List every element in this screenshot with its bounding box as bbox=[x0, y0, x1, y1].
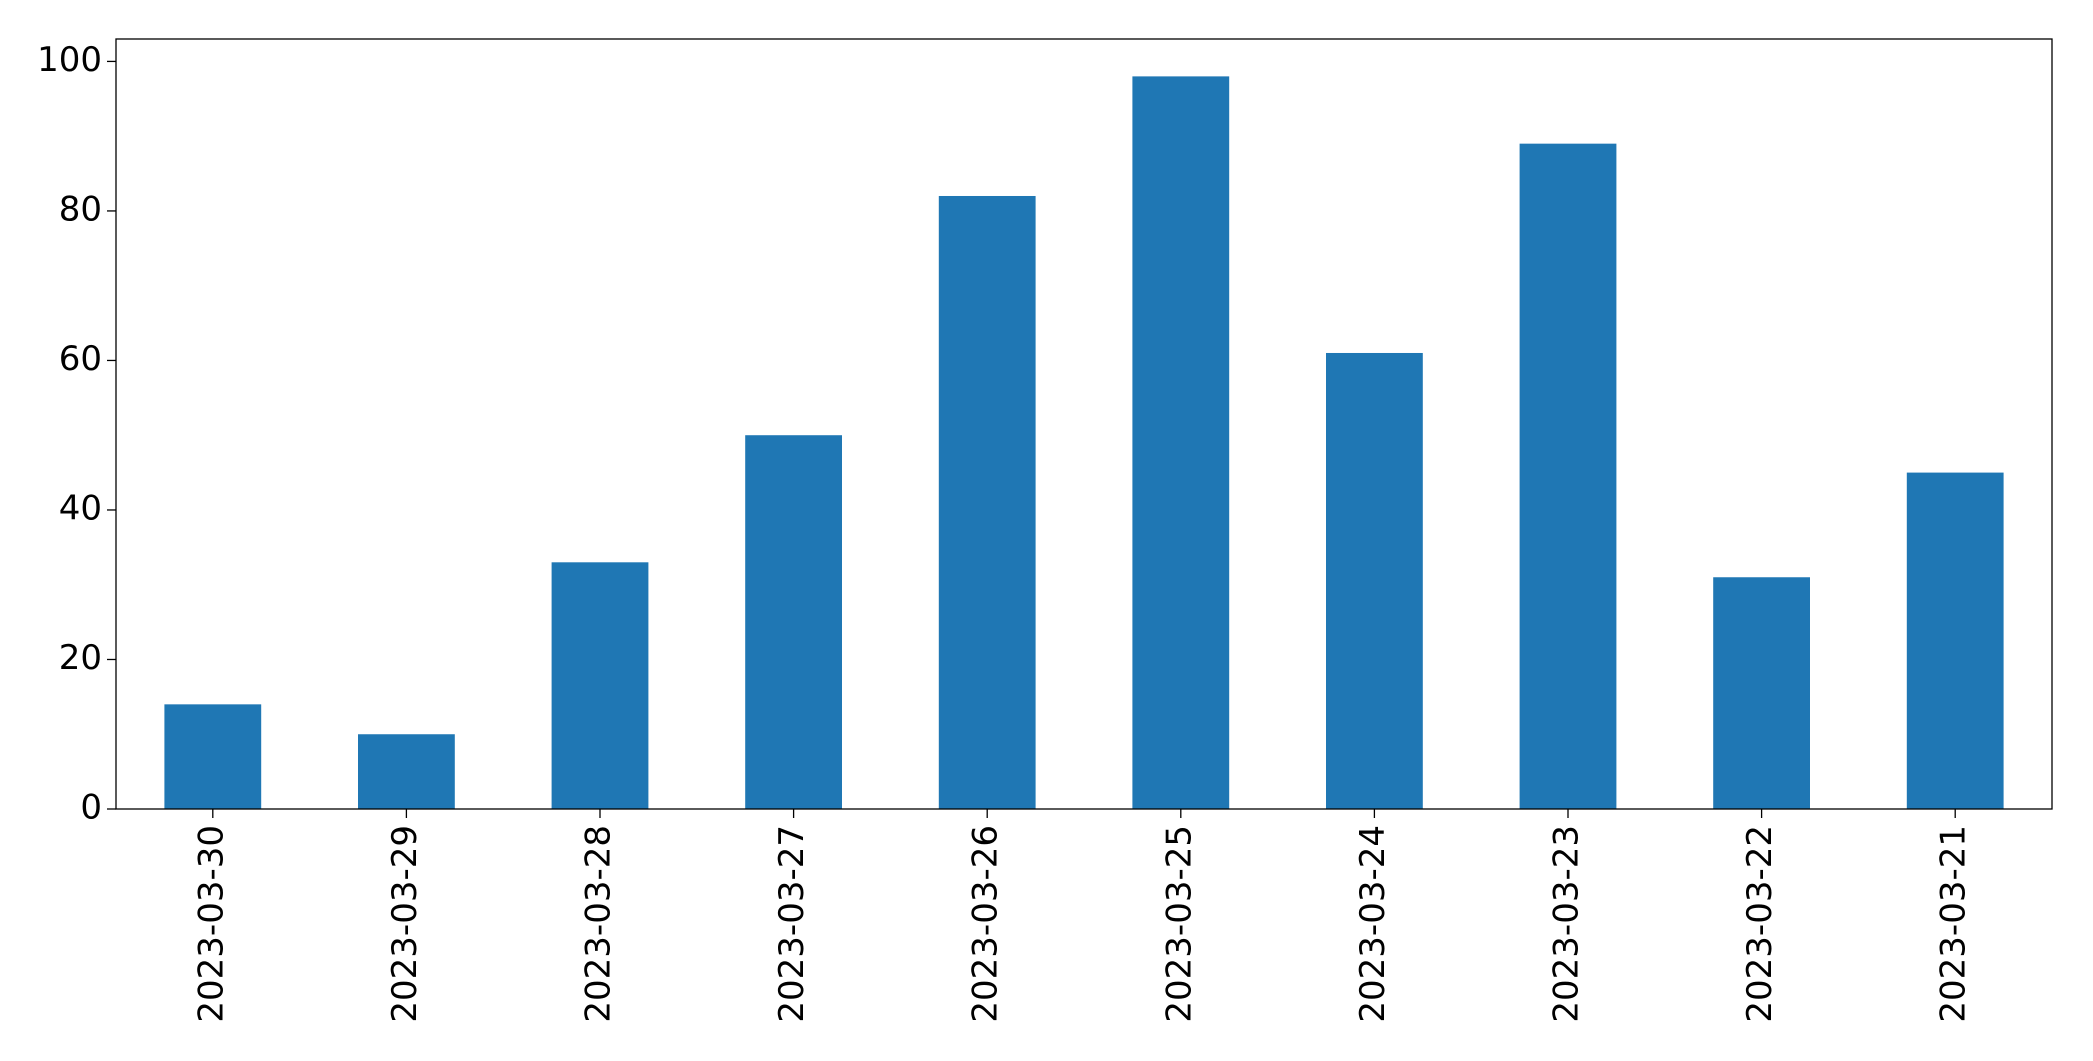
x-tick-label: 2023-03-24 bbox=[1353, 825, 1393, 1023]
bar bbox=[1906, 472, 2004, 809]
bar bbox=[164, 704, 262, 809]
bar bbox=[1132, 76, 1230, 809]
x-tick-label: 2023-03-21 bbox=[1934, 825, 1974, 1023]
y-tick-label: 60 bbox=[59, 339, 102, 379]
bar bbox=[745, 435, 842, 809]
bar bbox=[1713, 577, 1810, 809]
x-tick-label: 2023-03-27 bbox=[772, 825, 812, 1023]
x-tick-label: 2023-03-23 bbox=[1547, 825, 1587, 1023]
x-tick-label: 2023-03-30 bbox=[191, 825, 231, 1023]
x-tick-label: 2023-03-26 bbox=[966, 825, 1006, 1023]
bar bbox=[1326, 352, 1423, 809]
x-tick-label: 2023-03-28 bbox=[579, 825, 619, 1023]
bar bbox=[938, 195, 1036, 809]
x-tick-label: 2023-03-29 bbox=[385, 825, 425, 1023]
y-tick-label: 40 bbox=[59, 488, 102, 528]
bar bbox=[1519, 143, 1617, 810]
x-tick-label: 2023-03-22 bbox=[1740, 825, 1780, 1023]
bar bbox=[551, 562, 649, 809]
bar bbox=[358, 734, 455, 809]
y-tick-label: 100 bbox=[37, 40, 102, 80]
x-tick-label: 2023-03-25 bbox=[1159, 825, 1199, 1023]
y-tick-label: 80 bbox=[59, 189, 102, 229]
y-tick-label: 20 bbox=[59, 638, 102, 678]
y-tick-label: 0 bbox=[80, 788, 102, 828]
plot-frame bbox=[115, 38, 2053, 810]
